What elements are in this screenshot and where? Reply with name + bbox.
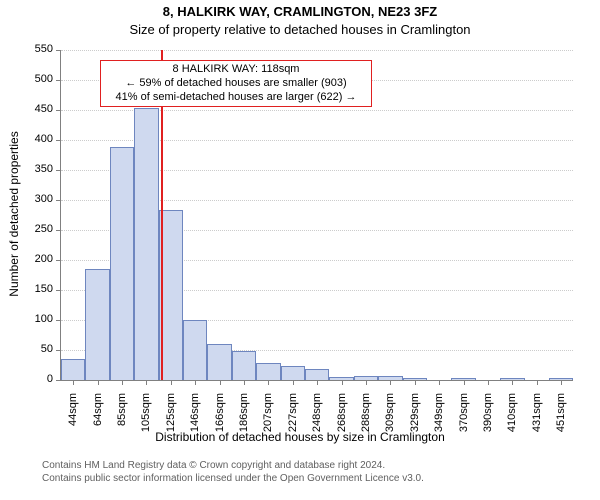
histogram-bar — [110, 147, 134, 380]
x-tick-mark — [317, 380, 318, 385]
grid-line — [61, 50, 573, 52]
x-tick-mark — [439, 380, 440, 385]
y-tick-mark — [56, 170, 61, 171]
y-tick-label: 200 — [21, 253, 53, 265]
x-tick-mark — [122, 380, 123, 385]
y-tick-label: 0 — [21, 373, 53, 385]
y-tick-mark — [56, 350, 61, 351]
y-tick-mark — [56, 230, 61, 231]
histogram-bar — [183, 320, 207, 380]
x-tick-mark — [561, 380, 562, 385]
x-axis-label: Distribution of detached houses by size … — [0, 430, 600, 444]
x-tick-mark — [195, 380, 196, 385]
x-tick-mark — [366, 380, 367, 385]
x-tick-mark — [220, 380, 221, 385]
histogram-bar — [232, 351, 256, 380]
y-tick-label: 450 — [21, 103, 53, 115]
x-tick-mark — [537, 380, 538, 385]
y-tick-mark — [56, 140, 61, 141]
annotation-line-3: 41% of semi-detached houses are larger (… — [105, 91, 367, 105]
y-tick-label: 100 — [21, 313, 53, 325]
x-tick-mark — [146, 380, 147, 385]
x-tick-mark — [415, 380, 416, 385]
histogram-bar — [134, 108, 158, 380]
chart-subtitle: Size of property relative to detached ho… — [0, 22, 600, 37]
y-tick-mark — [56, 80, 61, 81]
x-tick-mark — [73, 380, 74, 385]
annotation-line-1: 8 HALKIRK WAY: 118sqm — [105, 63, 367, 77]
x-tick-mark — [268, 380, 269, 385]
y-tick-mark — [56, 200, 61, 201]
x-tick-mark — [293, 380, 294, 385]
x-tick-mark — [390, 380, 391, 385]
y-tick-label: 400 — [21, 133, 53, 145]
histogram-bar — [85, 269, 109, 380]
y-tick-mark — [56, 110, 61, 111]
y-tick-mark — [56, 260, 61, 261]
annotation-line-2: ← 59% of detached houses are smaller (90… — [105, 77, 367, 91]
x-tick-mark — [488, 380, 489, 385]
y-tick-label: 300 — [21, 193, 53, 205]
x-tick-mark — [171, 380, 172, 385]
histogram-bar — [207, 344, 231, 380]
x-tick-mark — [512, 380, 513, 385]
y-tick-label: 550 — [21, 43, 53, 55]
footer-line-1: Contains HM Land Registry data © Crown c… — [42, 460, 424, 473]
y-tick-mark — [56, 290, 61, 291]
footer-line-2: Contains public sector information licen… — [42, 473, 424, 486]
histogram-bar — [305, 369, 329, 380]
y-tick-label: 150 — [21, 283, 53, 295]
annotation-box: 8 HALKIRK WAY: 118sqm ← 59% of detached … — [100, 60, 372, 107]
root: 8, HALKIRK WAY, CRAMLINGTON, NE23 3FZ Si… — [0, 0, 600, 500]
y-tick-mark — [56, 380, 61, 381]
y-tick-label: 350 — [21, 163, 53, 175]
x-tick-mark — [244, 380, 245, 385]
y-tick-mark — [56, 320, 61, 321]
histogram-bar — [61, 359, 85, 380]
y-tick-label: 250 — [21, 223, 53, 235]
y-axis-label: Number of detached properties — [7, 49, 21, 379]
page-title: 8, HALKIRK WAY, CRAMLINGTON, NE23 3FZ — [0, 4, 600, 19]
x-tick-mark — [464, 380, 465, 385]
y-tick-label: 500 — [21, 73, 53, 85]
y-tick-mark — [56, 50, 61, 51]
x-tick-mark — [342, 380, 343, 385]
histogram-bar — [281, 366, 305, 380]
attribution-footer: Contains HM Land Registry data © Crown c… — [42, 460, 424, 485]
x-tick-mark — [98, 380, 99, 385]
y-tick-label: 50 — [21, 343, 53, 355]
histogram-bar — [256, 363, 280, 380]
